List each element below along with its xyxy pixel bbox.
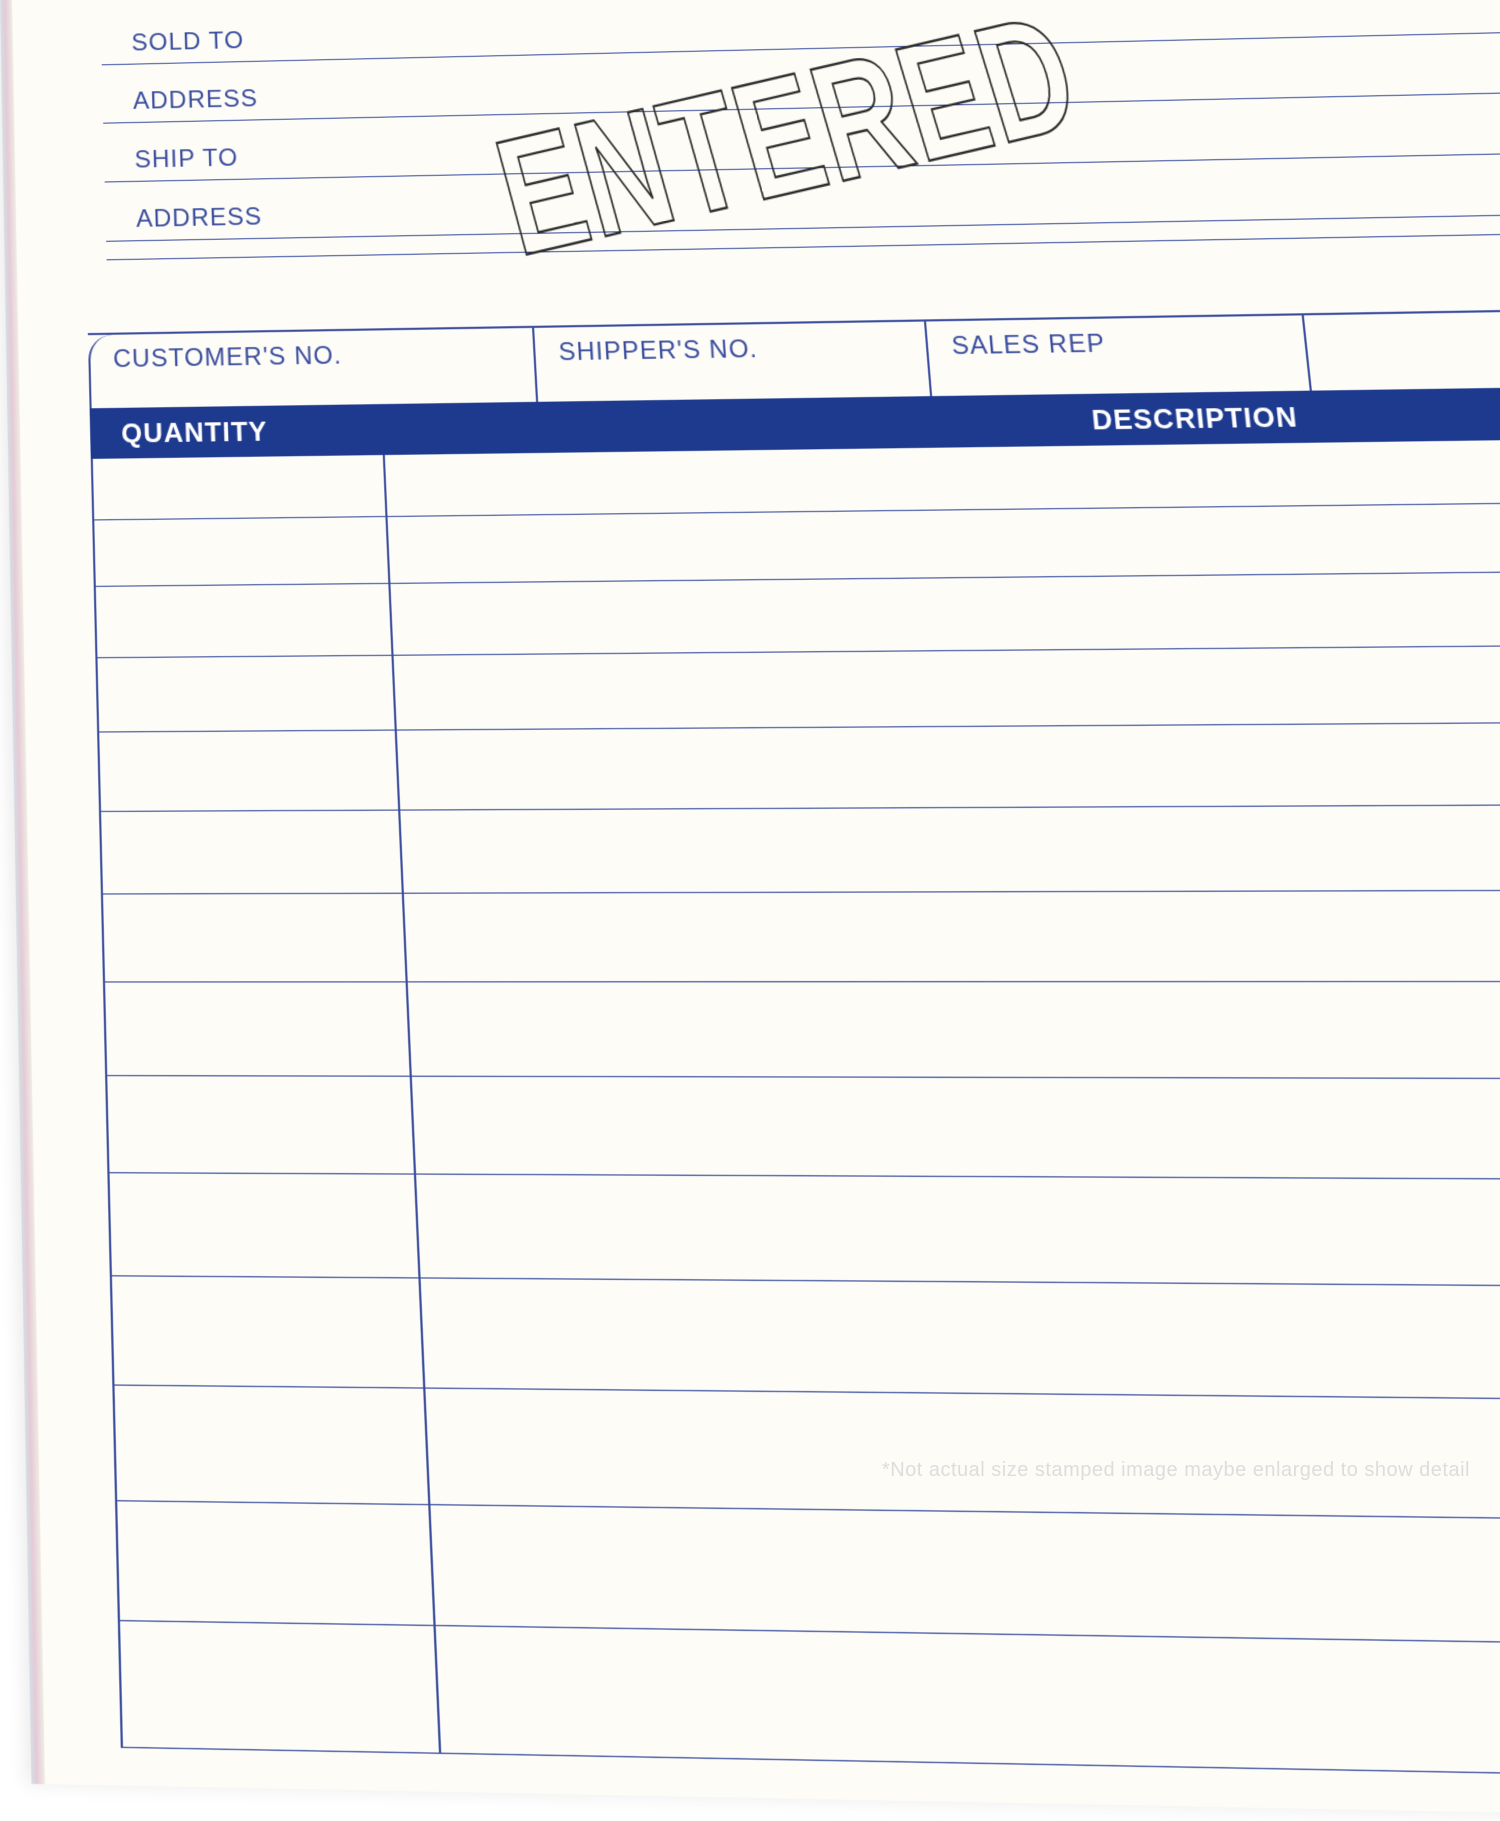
description-cell (400, 804, 1500, 892)
description-cell (436, 1626, 1500, 1780)
sales-rep-label: SALES REP (951, 329, 1107, 360)
description-cell (416, 1175, 1500, 1288)
quantity-cell (115, 1386, 431, 1504)
customer-no-label: CUSTOMER'S NO. (113, 342, 343, 374)
quantity-cell (93, 455, 388, 519)
quantity-cell (107, 1076, 416, 1173)
table-row (112, 1276, 1500, 1402)
table-row (110, 1173, 1500, 1288)
table-row (99, 722, 1500, 812)
table-row (115, 1386, 1500, 1524)
description-cell (412, 1077, 1500, 1180)
table-row (105, 982, 1500, 1080)
disclaimer-text: *Not actual size stamped image maybe enl… (882, 1459, 1470, 1482)
sold-to-label: SOLD TO (101, 26, 304, 65)
quantity-cell (105, 982, 412, 1075)
ship-to-label: SHIP TO (104, 143, 309, 182)
quantity-cell (103, 894, 408, 982)
table-row (107, 1076, 1500, 1181)
description-cell (394, 644, 1500, 729)
quantity-cell (117, 1501, 435, 1625)
paper-form: SOLD TO ADDRESS SHIP TO ADDRESS CUSTOMER… (0, 0, 1500, 1821)
shipper-no-box: SHIPPER'S NO. (534, 322, 932, 402)
sales-rep-box: SALES REP (926, 315, 1312, 396)
customer-no-box: CUSTOMER'S NO. (88, 328, 538, 408)
description-header: DESCRIPTION (381, 394, 1500, 446)
description-cell (430, 1505, 1500, 1647)
description-cell (421, 1279, 1500, 1402)
paper-binding-edge (0, 0, 45, 1784)
quantity-cell (101, 811, 404, 894)
description-cell (404, 890, 1500, 981)
quantity-cell (96, 584, 394, 657)
quantity-header: QUANTITY (90, 413, 383, 450)
description-cell (425, 1389, 1500, 1522)
quantity-cell (94, 517, 390, 586)
table-row (120, 1621, 1500, 1781)
description-cell (397, 722, 1500, 810)
quantity-cell (99, 731, 400, 811)
header-fields-section: SOLD TO ADDRESS SHIP TO ADDRESS (100, 0, 1500, 260)
info-box-continuation (1304, 309, 1500, 391)
table-body (91, 437, 1500, 1781)
description-cell (408, 982, 1500, 1078)
shipper-no-label: SHIPPER'S NO. (558, 335, 759, 367)
address1-label: ADDRESS (102, 84, 306, 123)
quantity-cell (112, 1276, 425, 1387)
table-row (97, 644, 1500, 732)
description-cell (390, 570, 1500, 654)
quantity-cell (120, 1621, 441, 1752)
table-row (103, 890, 1500, 982)
table-row (101, 804, 1500, 894)
quantity-cell (110, 1173, 421, 1277)
address2-label: ADDRESS (105, 202, 311, 241)
quantity-cell (97, 656, 396, 732)
